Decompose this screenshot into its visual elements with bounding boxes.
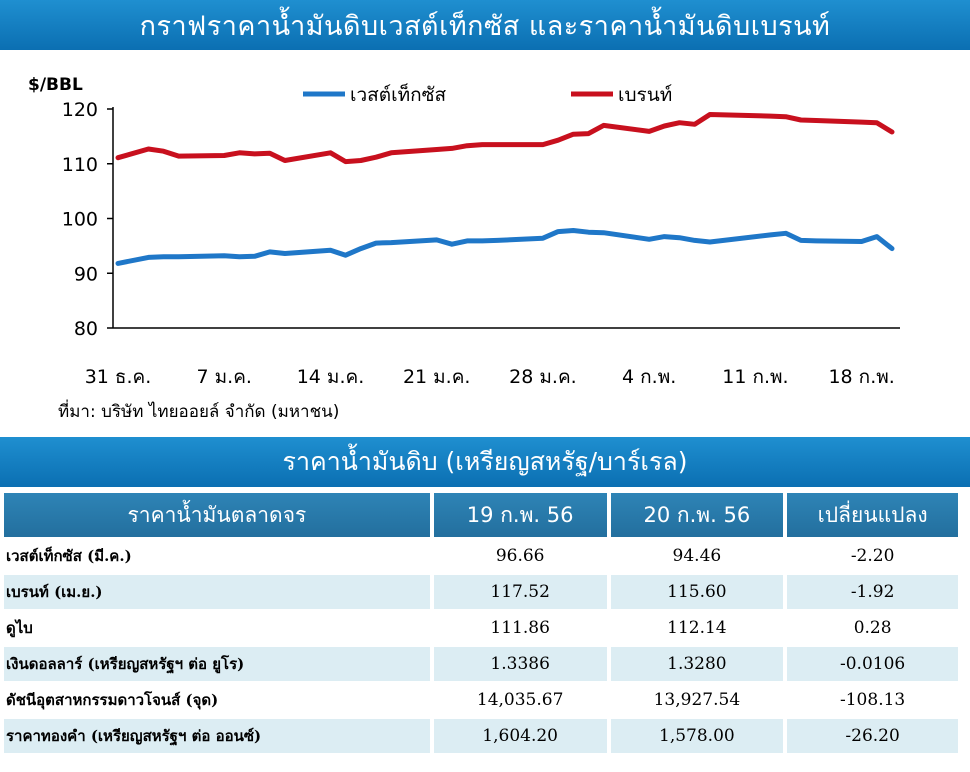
table-row: ดัชนีอุตสาหกรรมดาวโจนส์ (จุด) 14,035.67 … [4, 683, 958, 717]
row-value-1: 96.66 [433, 539, 607, 573]
table-header-row: ราคาน้ำมันตลาดจร 19 ก.พ. 56 20 ก.พ. 56 เ… [4, 493, 958, 537]
y-tick-group: 80 90 100 110 120 [62, 99, 113, 340]
row-value-2: 94.46 [610, 539, 784, 573]
row-change: -0.0106 [787, 647, 958, 681]
row-value-2: 1,578.00 [610, 719, 784, 753]
header-market: ราคาน้ำมันตลาดจร [4, 493, 430, 537]
x-tick-group: 31 ธ.ค. 7 ม.ค. 14 ม.ค. 21 ม.ค. 28 ม.ค. 4 ก.พ.… [85, 366, 895, 388]
header-date-1: 19 ก.พ. 56 [433, 493, 607, 537]
row-value-1: 117.52 [433, 575, 607, 609]
table-row: เบรนท์ (เม.ย.) 117.52 115.60 -1.92 [4, 575, 958, 609]
x-tick-label: 28 ม.ค. [509, 366, 577, 388]
y-tick-label: 90 [74, 263, 98, 285]
row-name: ดัชนีอุตสาหกรรมดาวโจนส์ (จุด) [4, 683, 430, 717]
row-name: เงินดอลลาร์ (เหรียญสหรัฐฯ ต่อ ยูโร) [4, 647, 430, 681]
oil-price-line-chart: $/BBL 80 90 100 110 120 31 ธ.ค. 7 ม.ค. 14 ม.ค.… [28, 75, 900, 388]
row-value-2: 1.3280 [610, 647, 784, 681]
row-value-2: 115.60 [610, 575, 784, 609]
row-change: -1.92 [787, 575, 958, 609]
row-change: 0.28 [787, 611, 958, 645]
row-change: -108.13 [787, 683, 958, 717]
row-value-1: 1,604.20 [433, 719, 607, 753]
table-title-bar: ราคาน้ำมันดิบ (เหรียญสหรัฐ/บาร์เรล) [0, 437, 970, 487]
legend-label-wti: เวสต์เท็กซัส [350, 82, 447, 106]
source-note: ที่มา: บริษัท ไทยออยล์ จำกัด (มหาชน) [58, 402, 340, 422]
table-row: ราคาทองคำ (เหรียญสหรัฐฯ ต่อ ออนซ์) 1,604… [4, 719, 958, 753]
row-value-1: 14,035.67 [433, 683, 607, 717]
x-tick-label: 14 ม.ค. [297, 366, 365, 388]
chart-title-bar: กราฟราคาน้ำมันดิบเวสต์เท็กซัส และราคาน้ำ… [0, 0, 970, 50]
chart-legend: เวสต์เท็กซัส เบรนท์ [303, 82, 672, 106]
table-row: เวสต์เท็กซัส (มี.ค.) 96.66 94.46 -2.20 [4, 539, 958, 573]
x-tick-label: 7 ม.ค. [197, 366, 252, 388]
series-line-wti [115, 228, 895, 266]
table-row: ดูไบ 111.86 112.14 0.28 [4, 611, 958, 645]
row-value-2: 13,927.54 [610, 683, 784, 717]
row-value-1: 111.86 [433, 611, 607, 645]
x-tick-label: 31 ธ.ค. [85, 366, 152, 388]
y-axis-label: $/BBL [28, 75, 83, 95]
table-title: ราคาน้ำมันดิบ (เหรียญสหรัฐ/บาร์เรล) [282, 447, 688, 476]
series-line-brent [115, 112, 895, 165]
y-tick-label: 80 [74, 318, 98, 340]
chart-title: กราฟราคาน้ำมันดิบเวสต์เท็กซัส และราคาน้ำ… [139, 10, 831, 42]
row-change: -2.20 [787, 539, 958, 573]
x-tick-label: 21 ม.ค. [403, 366, 471, 388]
x-tick-label: 4 ก.พ. [622, 366, 676, 388]
y-tick-label: 110 [62, 154, 98, 176]
y-tick-label: 100 [62, 209, 98, 231]
y-tick-label: 120 [62, 99, 98, 121]
row-change: -26.20 [787, 719, 958, 753]
row-value-1: 1.3386 [433, 647, 607, 681]
row-name: เบรนท์ (เม.ย.) [4, 575, 430, 609]
x-tick-label: 18 ก.พ. [828, 366, 894, 388]
table-row: เงินดอลลาร์ (เหรียญสหรัฐฯ ต่อ ยูโร) 1.33… [4, 647, 958, 681]
row-name: เวสต์เท็กซัส (มี.ค.) [4, 539, 430, 573]
row-name: ดูไบ [4, 611, 430, 645]
series-group [115, 112, 895, 266]
row-value-2: 112.14 [610, 611, 784, 645]
header-change: เปลี่ยนแปลง [787, 493, 958, 537]
row-name: ราคาทองคำ (เหรียญสหรัฐฯ ต่อ ออนซ์) [4, 719, 430, 753]
oil-price-table: ราคาน้ำมันตลาดจร 19 ก.พ. 56 20 ก.พ. 56 เ… [0, 491, 962, 755]
legend-label-brent: เบรนท์ [618, 84, 672, 106]
x-tick-label: 11 ก.พ. [722, 366, 788, 388]
header-date-2: 20 ก.พ. 56 [610, 493, 784, 537]
